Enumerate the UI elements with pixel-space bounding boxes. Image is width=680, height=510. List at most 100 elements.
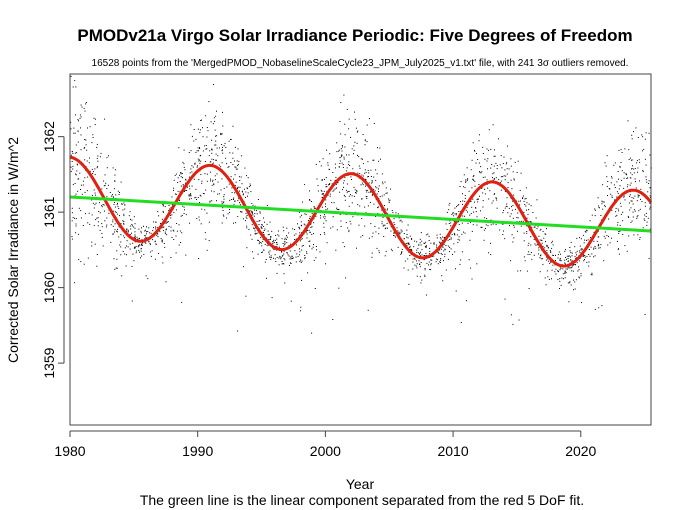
data-point: [236, 160, 238, 162]
data-point: [157, 211, 159, 213]
data-point: [362, 235, 364, 236]
data-point: [337, 182, 339, 184]
data-point: [184, 209, 185, 211]
data-point: [70, 166, 72, 168]
data-point: [642, 136, 644, 138]
data-point: [85, 139, 87, 141]
data-point: [101, 232, 103, 234]
data-point: [189, 222, 190, 224]
data-point: [441, 254, 443, 255]
data-point: [321, 206, 323, 208]
data-point: [393, 218, 395, 220]
data-point: [593, 248, 595, 250]
data-point: [289, 258, 291, 260]
data-point: [83, 107, 85, 109]
data-point: [640, 198, 641, 200]
data-point: [227, 213, 229, 215]
data-point: [123, 235, 125, 237]
data-point: [476, 199, 478, 201]
data-point: [493, 155, 495, 157]
data-point: [569, 282, 571, 284]
data-point: [125, 265, 127, 267]
data-point: [630, 200, 632, 202]
data-point: [638, 210, 640, 212]
data-point: [501, 167, 503, 169]
data-point: [183, 213, 185, 214]
data-point: [233, 178, 234, 180]
data-point: [361, 198, 363, 200]
data-point: [339, 157, 341, 159]
data-point: [628, 202, 630, 204]
data-point: [112, 167, 114, 169]
data-point: [211, 148, 213, 150]
data-point: [405, 243, 407, 244]
data-point: [457, 229, 458, 231]
data-point: [528, 242, 530, 244]
data-point: [222, 149, 223, 151]
data-point: [461, 222, 463, 224]
data-point: [202, 127, 203, 129]
data-point: [607, 244, 609, 246]
data-point: [399, 220, 401, 222]
data-point: [602, 184, 604, 186]
data-point: [276, 272, 278, 274]
data-point: [416, 241, 418, 243]
data-point: [444, 256, 446, 258]
data-point: [293, 234, 295, 236]
data-point: [287, 254, 289, 256]
data-point: [611, 177, 613, 179]
data-point: [74, 132, 76, 134]
data-point: [645, 132, 647, 134]
data-point: [345, 189, 347, 191]
data-point: [289, 265, 290, 266]
data-point: [552, 244, 554, 246]
data-point: [639, 238, 641, 240]
data-point: [340, 220, 342, 222]
data-point: [510, 314, 512, 316]
data-point: [451, 234, 453, 236]
data-point: [559, 269, 561, 271]
data-point: [116, 258, 118, 260]
data-point: [371, 252, 373, 254]
data-point: [247, 195, 248, 197]
data-point: [523, 200, 525, 202]
data-point: [348, 128, 350, 130]
data-point: [379, 147, 381, 149]
data-point: [364, 139, 366, 141]
data-point: [342, 242, 344, 244]
data-point: [525, 187, 527, 189]
data-point: [232, 157, 234, 159]
data-point: [368, 172, 370, 174]
data-point: [343, 182, 344, 184]
data-point: [502, 234, 504, 235]
data-point: [642, 170, 644, 172]
data-point: [205, 115, 207, 117]
data-point: [466, 167, 468, 169]
data-point: [608, 218, 610, 220]
data-point: [344, 134, 346, 136]
data-point: [484, 217, 486, 219]
data-point: [590, 246, 592, 248]
data-point: [527, 254, 529, 255]
data-point: [341, 154, 343, 156]
data-point: [340, 133, 342, 135]
data-point: [378, 233, 380, 235]
data-point: [256, 213, 258, 215]
data-point: [617, 192, 619, 194]
data-point: [221, 201, 223, 203]
data-point: [588, 254, 590, 255]
data-point: [618, 149, 620, 151]
data-point: [96, 217, 98, 219]
data-point: [83, 263, 85, 265]
data-point: [381, 221, 383, 223]
data-points: [70, 75, 652, 334]
data-point: [275, 261, 277, 262]
data-point: [117, 206, 119, 208]
data-point: [581, 248, 583, 250]
data-point: [371, 181, 373, 183]
data-point: [120, 241, 122, 243]
data-point: [619, 224, 621, 226]
data-point: [518, 200, 520, 202]
data-point: [491, 202, 493, 204]
data-point: [460, 322, 462, 323]
